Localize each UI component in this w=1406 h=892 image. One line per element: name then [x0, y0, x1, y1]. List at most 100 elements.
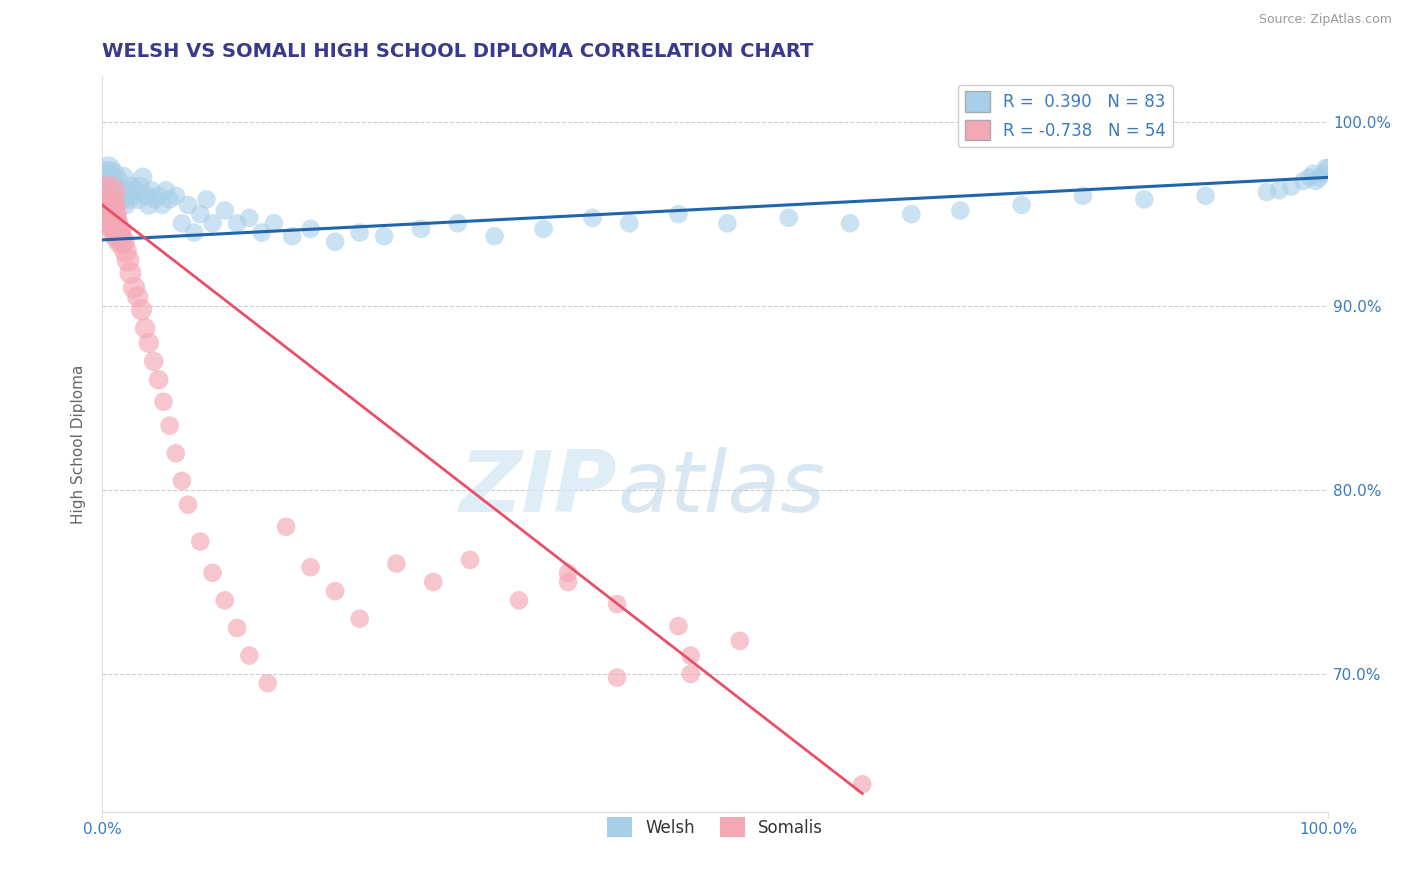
Y-axis label: High School Diploma: High School Diploma [72, 364, 86, 524]
Point [155, 183, 177, 197]
Point [100, 198, 122, 212]
Point [385, 557, 408, 571]
Point [103, 188, 125, 202]
Point [138, 198, 160, 212]
Text: Source: ZipAtlas.com: Source: ZipAtlas.com [1258, 13, 1392, 27]
Point [127, 290, 149, 304]
Point [533, 222, 555, 236]
Point [226, 216, 249, 230]
Point [581, 211, 603, 225]
Point [121, 188, 143, 202]
Point [1292, 174, 1315, 188]
Point [131, 170, 153, 185]
Point [141, 183, 163, 197]
Point [107, 174, 129, 188]
Point [373, 229, 395, 244]
Point [668, 619, 690, 633]
Point [93, 170, 115, 185]
Point [668, 207, 690, 221]
Point [112, 170, 135, 185]
Point [177, 498, 200, 512]
Point [1071, 188, 1094, 202]
Point [98, 203, 121, 218]
Point [117, 253, 139, 268]
Point [124, 183, 146, 197]
Point [508, 593, 530, 607]
Point [447, 216, 470, 230]
Point [606, 671, 628, 685]
Point [96, 198, 118, 212]
Point [143, 193, 166, 207]
Point [100, 211, 122, 225]
Point [1133, 193, 1156, 207]
Point [94, 179, 117, 194]
Point [121, 179, 143, 194]
Point [188, 534, 211, 549]
Point [557, 566, 579, 580]
Point [839, 216, 862, 230]
Point [97, 211, 120, 225]
Point [100, 170, 122, 185]
Point [101, 174, 124, 188]
Point [619, 216, 641, 230]
Point [900, 207, 922, 221]
Point [114, 198, 136, 212]
Point [165, 188, 187, 202]
Point [96, 167, 118, 181]
Point [159, 193, 181, 207]
Point [349, 226, 371, 240]
Point [104, 226, 127, 240]
Point [134, 321, 156, 335]
Point [1305, 174, 1327, 188]
Point [104, 193, 127, 207]
Point [409, 222, 432, 236]
Point [150, 198, 173, 212]
Point [274, 520, 297, 534]
Point [679, 648, 702, 663]
Point [100, 179, 122, 194]
Point [148, 373, 170, 387]
Point [949, 203, 972, 218]
Point [188, 207, 211, 221]
Point [679, 667, 702, 681]
Point [606, 597, 628, 611]
Point [96, 174, 118, 188]
Point [1302, 167, 1324, 181]
Point [1312, 167, 1334, 181]
Point [101, 216, 124, 230]
Point [323, 235, 346, 249]
Point [1194, 188, 1216, 202]
Point [1011, 198, 1033, 212]
Point [1268, 183, 1291, 197]
Point [97, 161, 120, 176]
Point [299, 222, 322, 236]
Point [422, 574, 444, 589]
Point [98, 193, 121, 207]
Point [131, 302, 153, 317]
Point [349, 612, 371, 626]
Point [195, 193, 218, 207]
Point [118, 193, 141, 207]
Point [201, 216, 224, 230]
Point [115, 185, 138, 199]
Point [103, 167, 125, 181]
Point [108, 188, 131, 202]
Point [112, 188, 135, 202]
Point [138, 335, 160, 350]
Legend: Welsh, Somalis: Welsh, Somalis [600, 810, 830, 844]
Point [97, 188, 120, 202]
Point [214, 593, 236, 607]
Point [201, 566, 224, 580]
Point [484, 229, 506, 244]
Point [177, 198, 200, 212]
Point [103, 207, 125, 221]
Point [97, 185, 120, 199]
Point [135, 188, 157, 202]
Point [110, 235, 132, 249]
Point [716, 216, 738, 230]
Point [98, 183, 121, 197]
Point [1315, 161, 1337, 176]
Text: WELSH VS SOMALI HIGH SCHOOL DIPLOMA CORRELATION CHART: WELSH VS SOMALI HIGH SCHOOL DIPLOMA CORR… [103, 42, 814, 61]
Point [165, 446, 187, 460]
Point [1256, 185, 1278, 199]
